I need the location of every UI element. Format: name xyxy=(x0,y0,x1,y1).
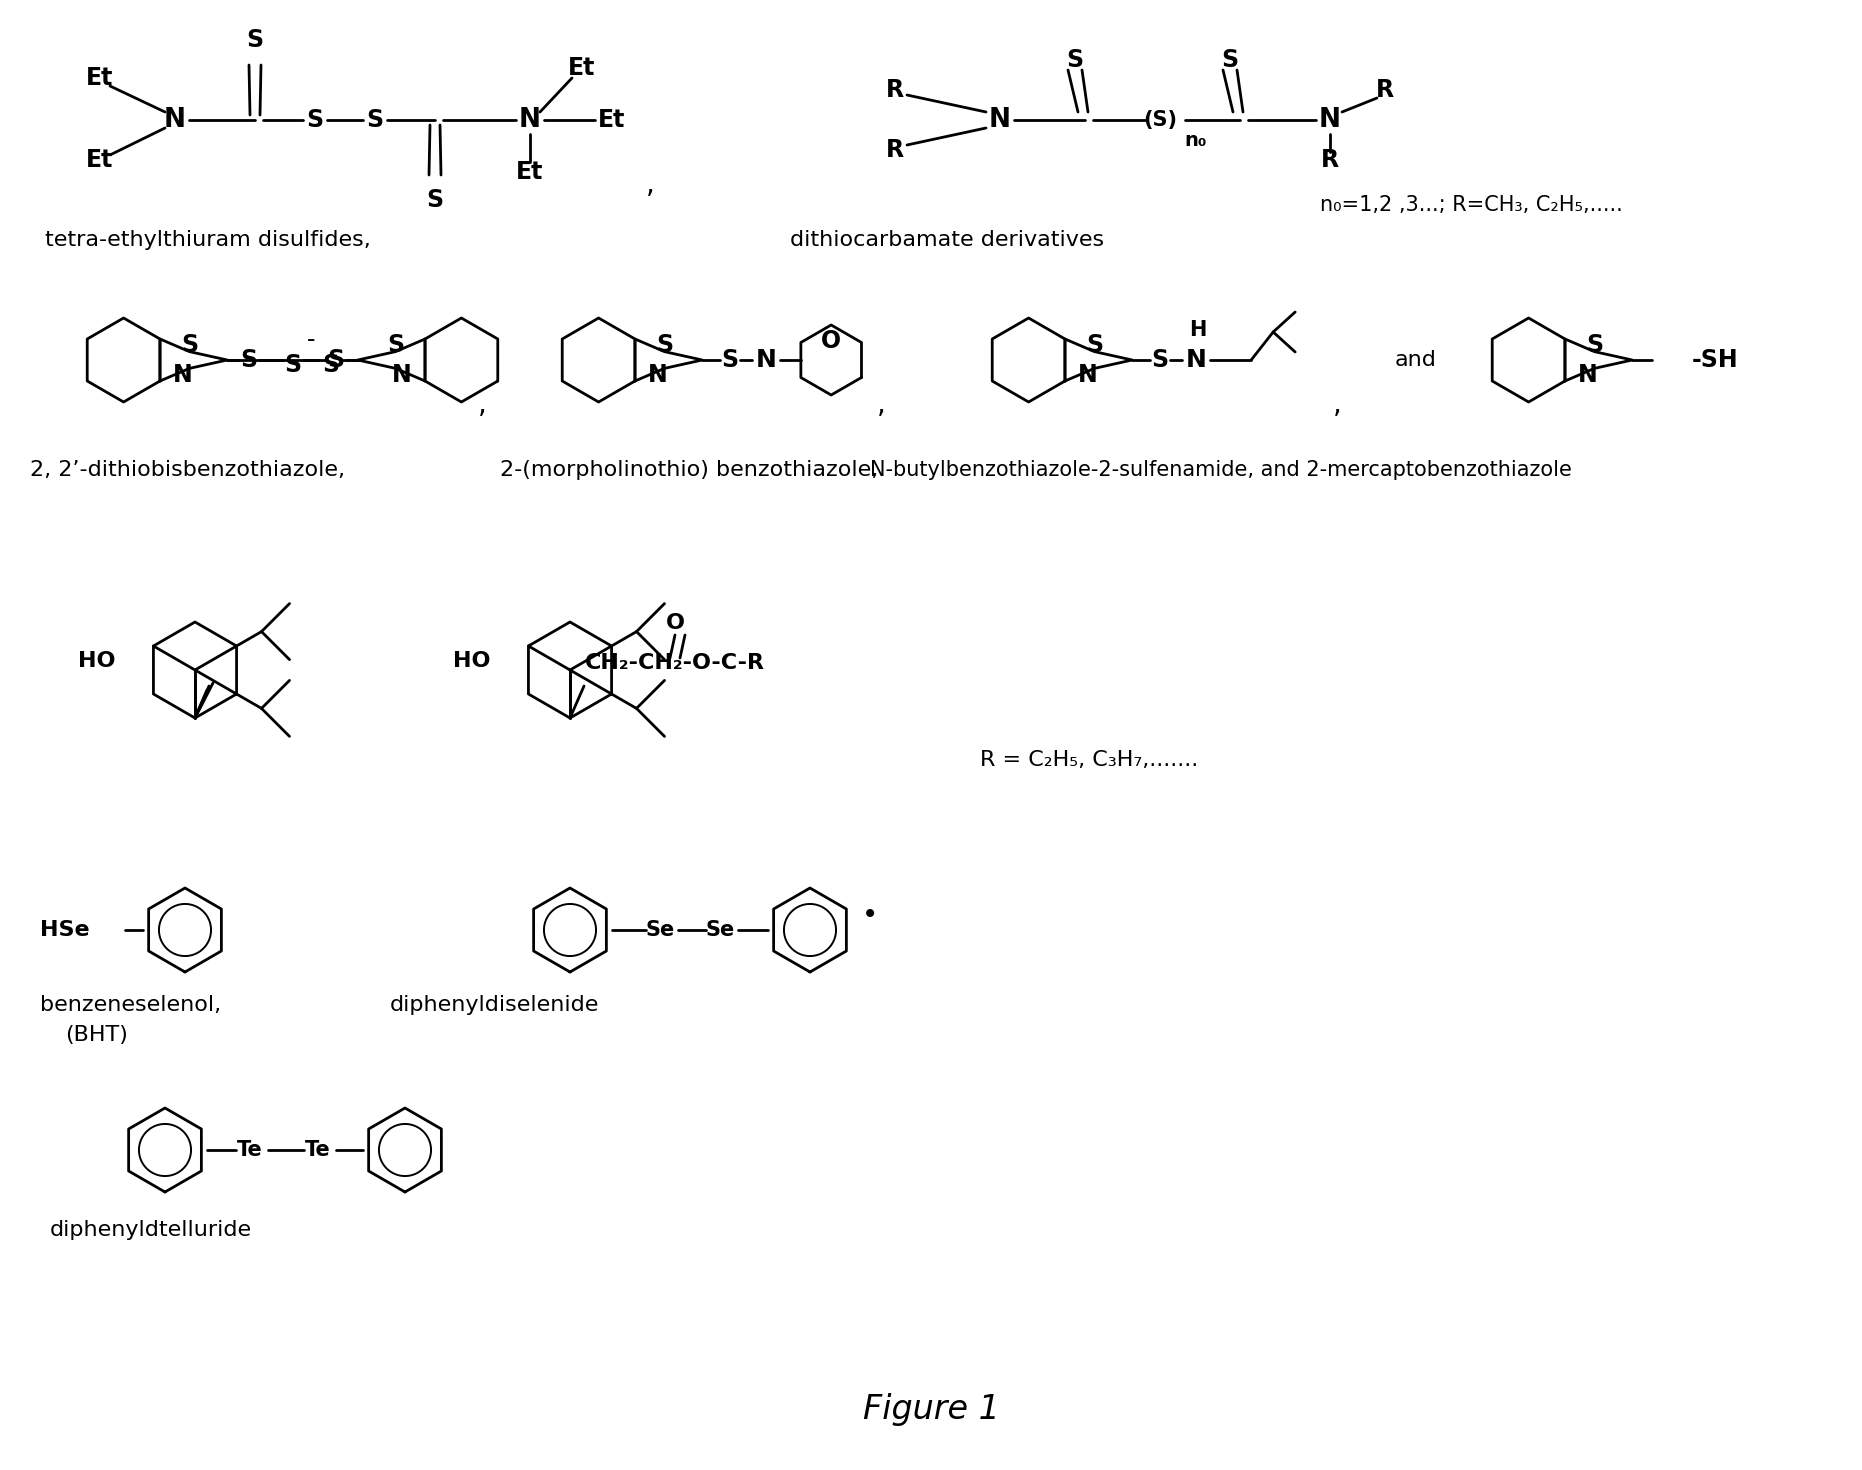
Text: N: N xyxy=(648,363,668,387)
Text: Se: Se xyxy=(646,920,674,939)
Text: n₀: n₀ xyxy=(1184,131,1207,150)
Text: S: S xyxy=(655,334,672,357)
Text: diphenyldtelluride: diphenyldtelluride xyxy=(50,1220,251,1241)
Text: Et: Et xyxy=(598,107,626,132)
Text: N-butylbenzothiazole-2-sulfenamide, and 2-mercaptobenzothiazole: N-butylbenzothiazole-2-sulfenamide, and … xyxy=(870,460,1572,481)
Text: ,: , xyxy=(877,391,886,419)
Text: S: S xyxy=(426,188,443,212)
Text: -SH: -SH xyxy=(1693,348,1739,372)
Text: 2-(morpholinothio) benzothiazole,: 2-(morpholinothio) benzothiazole, xyxy=(501,460,879,481)
Text: n₀=1,2 ,3...; R=CH₃, C₂H₅,.....: n₀=1,2 ,3...; R=CH₃, C₂H₅,..... xyxy=(1320,196,1624,215)
Text: CH₂-CH₂-O-C-R: CH₂-CH₂-O-C-R xyxy=(585,653,765,673)
Text: N: N xyxy=(393,363,412,387)
Text: N: N xyxy=(164,107,186,132)
Text: dithiocarbamate derivatives: dithiocarbamate derivatives xyxy=(789,229,1104,250)
Text: S: S xyxy=(1151,348,1169,372)
Text: HO: HO xyxy=(452,651,490,670)
Text: Et: Et xyxy=(86,148,114,172)
Text: N: N xyxy=(1078,363,1099,387)
Text: tetra-ethylthiuram disulfides,: tetra-ethylthiuram disulfides, xyxy=(45,229,371,250)
Text: Te: Te xyxy=(305,1141,331,1160)
Text: ,: , xyxy=(1333,391,1343,419)
Text: S: S xyxy=(1067,49,1084,72)
Text: O: O xyxy=(821,329,842,353)
Text: S: S xyxy=(1586,334,1603,357)
Text: •: • xyxy=(862,901,879,929)
Text: Se: Se xyxy=(706,920,735,939)
Text: N: N xyxy=(1186,348,1207,372)
Text: S: S xyxy=(367,107,384,132)
Text: (BHT): (BHT) xyxy=(65,1025,128,1045)
Text: R: R xyxy=(1376,78,1395,101)
Text: S: S xyxy=(283,353,302,376)
Text: N: N xyxy=(519,107,542,132)
Text: ,: , xyxy=(646,171,654,198)
Text: diphenyldiselenide: diphenyldiselenide xyxy=(389,995,600,1014)
Text: S: S xyxy=(307,107,324,132)
Text: (S): (S) xyxy=(1143,110,1177,129)
Text: R: R xyxy=(886,138,905,162)
Text: S: S xyxy=(246,28,264,51)
Text: 2, 2’-dithiobisbenzothiazole,: 2, 2’-dithiobisbenzothiazole, xyxy=(30,460,344,481)
Text: ,: , xyxy=(479,391,486,419)
Text: N: N xyxy=(1318,107,1341,132)
Text: S: S xyxy=(328,348,344,372)
Text: O: O xyxy=(665,613,685,634)
Text: HSe: HSe xyxy=(41,920,89,939)
Text: Te: Te xyxy=(236,1141,263,1160)
Text: S: S xyxy=(1086,334,1102,357)
Text: S: S xyxy=(1221,49,1238,72)
Text: Et: Et xyxy=(516,160,544,184)
Text: benzeneselenol,: benzeneselenol, xyxy=(39,995,222,1014)
Text: N: N xyxy=(989,107,1011,132)
Text: N: N xyxy=(1579,363,1598,387)
Text: S: S xyxy=(240,348,257,372)
Text: -: - xyxy=(307,328,317,351)
Text: R: R xyxy=(886,78,905,101)
Text: S: S xyxy=(181,334,197,357)
Text: H: H xyxy=(1190,320,1207,340)
Text: R = C₂H₅, C₃H₇,.......: R = C₂H₅, C₃H₇,....... xyxy=(979,750,1199,770)
Text: R: R xyxy=(1320,148,1339,172)
Text: N: N xyxy=(173,363,194,387)
Text: and: and xyxy=(1395,350,1437,370)
Text: Et: Et xyxy=(86,66,114,90)
Text: S: S xyxy=(387,334,404,357)
Text: N: N xyxy=(756,348,776,372)
Text: S: S xyxy=(322,353,339,376)
Text: S: S xyxy=(722,348,739,372)
Text: HO: HO xyxy=(78,651,115,670)
Text: Et: Et xyxy=(568,56,596,79)
Text: Figure 1: Figure 1 xyxy=(862,1394,1000,1426)
